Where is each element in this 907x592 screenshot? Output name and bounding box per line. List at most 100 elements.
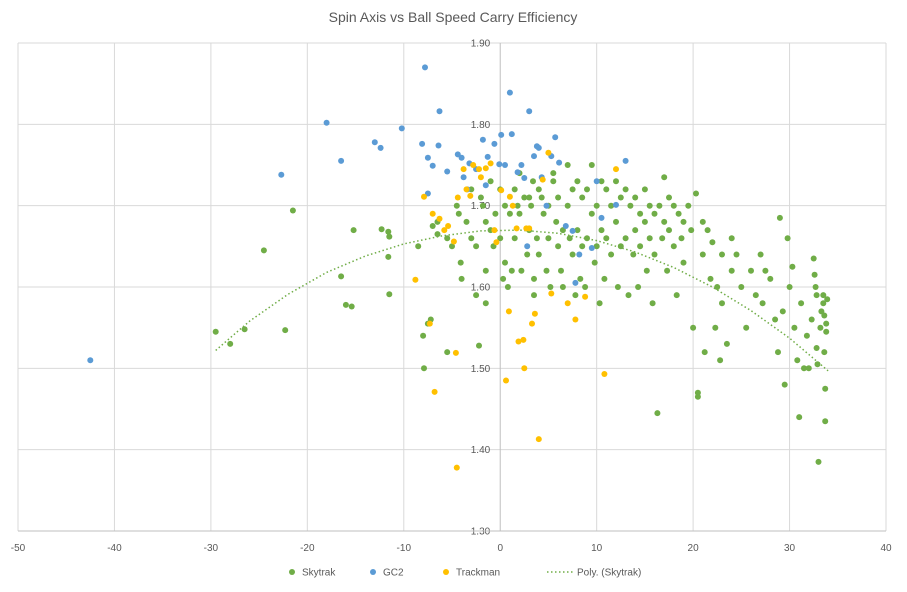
data-point[interactable]: [693, 190, 699, 197]
data-point[interactable]: [535, 436, 542, 443]
data-point[interactable]: [493, 239, 500, 246]
data-point[interactable]: [377, 144, 384, 151]
data-point[interactable]: [814, 361, 821, 368]
data-point[interactable]: [482, 218, 489, 225]
data-point[interactable]: [824, 296, 831, 303]
data-point[interactable]: [550, 170, 557, 177]
data-point[interactable]: [704, 227, 711, 234]
data-point[interactable]: [420, 332, 427, 339]
data-point[interactable]: [757, 251, 764, 258]
data-point[interactable]: [552, 134, 559, 141]
data-point[interactable]: [564, 300, 571, 307]
data-point[interactable]: [533, 235, 540, 242]
data-point[interactable]: [694, 389, 701, 396]
data-point[interactable]: [548, 290, 555, 297]
data-point[interactable]: [608, 202, 615, 209]
data-point[interactable]: [728, 235, 735, 242]
data-point[interactable]: [543, 202, 550, 209]
data-point[interactable]: [323, 119, 330, 126]
data-point[interactable]: [821, 312, 828, 319]
data-point[interactable]: [608, 251, 615, 258]
data-point[interactable]: [539, 176, 546, 183]
data-point[interactable]: [817, 324, 824, 331]
data-point[interactable]: [673, 292, 680, 299]
data-point[interactable]: [666, 227, 672, 234]
data-point[interactable]: [538, 194, 545, 201]
data-point[interactable]: [386, 291, 393, 298]
data-point[interactable]: [627, 202, 634, 209]
data-point[interactable]: [822, 418, 829, 425]
data-point[interactable]: [484, 153, 491, 160]
data-point[interactable]: [338, 157, 345, 164]
data-point[interactable]: [625, 292, 632, 299]
data-point[interactable]: [719, 300, 725, 307]
data-point[interactable]: [593, 243, 600, 250]
data-point[interactable]: [622, 157, 629, 164]
data-point[interactable]: [348, 303, 355, 310]
data-point[interactable]: [738, 284, 745, 290]
data-point[interactable]: [535, 186, 542, 193]
data-point[interactable]: [661, 218, 668, 225]
data-point[interactable]: [535, 251, 542, 258]
data-point[interactable]: [212, 328, 219, 335]
data-point[interactable]: [651, 210, 658, 217]
data-point[interactable]: [555, 194, 562, 201]
data-point[interactable]: [678, 235, 685, 242]
data-point[interactable]: [582, 293, 589, 300]
data-point[interactable]: [518, 267, 525, 274]
data-point[interactable]: [641, 218, 648, 225]
data-point[interactable]: [398, 125, 405, 132]
data-point[interactable]: [457, 259, 464, 266]
data-point[interactable]: [613, 178, 619, 185]
data-point[interactable]: [509, 202, 516, 209]
data-point[interactable]: [798, 300, 805, 307]
data-point[interactable]: [784, 235, 791, 242]
data-point[interactable]: [453, 464, 460, 471]
data-point[interactable]: [338, 273, 345, 280]
data-point[interactable]: [680, 218, 687, 225]
data-point[interactable]: [714, 284, 721, 290]
data-point[interactable]: [603, 235, 610, 242]
data-point[interactable]: [491, 140, 498, 147]
data-point[interactable]: [801, 365, 807, 372]
data-point[interactable]: [719, 251, 725, 258]
data-point[interactable]: [521, 194, 528, 201]
data-point[interactable]: [694, 393, 701, 400]
data-point[interactable]: [649, 300, 656, 307]
data-point[interactable]: [426, 320, 433, 327]
data-point[interactable]: [531, 310, 538, 317]
data-point[interactable]: [241, 326, 248, 333]
data-point[interactable]: [812, 284, 819, 290]
data-point[interactable]: [526, 194, 533, 201]
data-point[interactable]: [569, 227, 576, 234]
data-point[interactable]: [759, 300, 766, 307]
data-point[interactable]: [429, 162, 436, 169]
data-point[interactable]: [598, 227, 605, 234]
data-point[interactable]: [431, 388, 438, 395]
data-point[interactable]: [454, 194, 461, 201]
data-point[interactable]: [470, 162, 477, 168]
data-point[interactable]: [453, 202, 460, 209]
data-point[interactable]: [514, 169, 521, 176]
data-point[interactable]: [503, 377, 509, 384]
data-point[interactable]: [685, 202, 692, 209]
data-point[interactable]: [820, 300, 827, 307]
data-point[interactable]: [651, 251, 658, 258]
data-point[interactable]: [460, 166, 467, 173]
data-point[interactable]: [412, 276, 419, 283]
data-point[interactable]: [656, 202, 663, 209]
data-point[interactable]: [260, 247, 267, 254]
data-point[interactable]: [582, 284, 589, 290]
data-point[interactable]: [811, 271, 818, 278]
data-point[interactable]: [641, 186, 648, 193]
data-point[interactable]: [791, 324, 798, 331]
data-point[interactable]: [463, 186, 470, 193]
data-point[interactable]: [460, 174, 467, 181]
data-point[interactable]: [598, 178, 605, 185]
data-point[interactable]: [574, 227, 581, 234]
data-point[interactable]: [572, 292, 579, 299]
data-point[interactable]: [508, 131, 515, 138]
data-point[interactable]: [598, 214, 605, 221]
data-point[interactable]: [424, 154, 431, 161]
data-point[interactable]: [504, 284, 511, 290]
